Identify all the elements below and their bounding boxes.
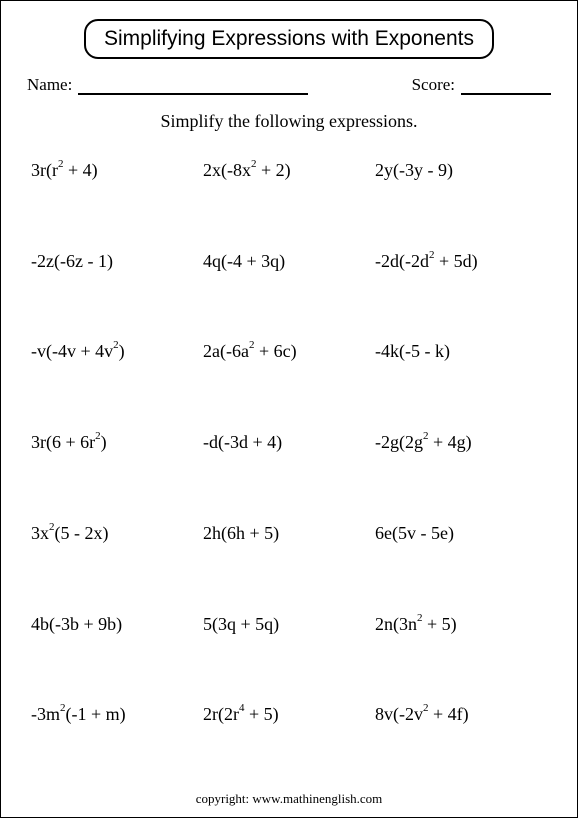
expression: 2n(3n2 + 5) xyxy=(375,614,457,635)
name-field: Name: xyxy=(27,75,308,95)
problem-cell: -2d(-2d2 + 5d) xyxy=(375,243,547,334)
expression: 2h(6h + 5) xyxy=(203,523,279,544)
expression: 3r(r2 + 4) xyxy=(31,160,98,181)
problem-cell: 5(3q + 5q) xyxy=(203,606,375,697)
expression: -2g(2g2 + 4g) xyxy=(375,432,472,453)
problem-cell: 2a(-6a2 + 6c) xyxy=(203,333,375,424)
problem-cell: 6e(5v - 5e) xyxy=(375,515,547,606)
problem-cell: -v(-4v + 4v2) xyxy=(31,333,203,424)
problem-cell: 2y(-3y - 9) xyxy=(375,152,547,243)
expression: 2x(-8x2 + 2) xyxy=(203,160,291,181)
score-field: Score: xyxy=(412,75,551,95)
problem-cell: -d(-3d + 4) xyxy=(203,424,375,515)
worksheet-page: Simplifying Expressions with Exponents N… xyxy=(0,0,578,818)
problem-cell: 3r(r2 + 4) xyxy=(31,152,203,243)
expression: 4b(-3b + 9b) xyxy=(31,614,122,635)
expression: 2r(2r4 + 5) xyxy=(203,704,279,725)
problem-cell: 4b(-3b + 9b) xyxy=(31,606,203,697)
problem-cell: -2z(-6z - 1) xyxy=(31,243,203,334)
expression: 3x2(5 - 2x) xyxy=(31,523,108,544)
expression: 8v(-2v2 + 4f) xyxy=(375,704,469,725)
name-label: Name: xyxy=(27,75,72,95)
copyright-text: copyright: www.mathinenglish.com xyxy=(25,787,553,807)
worksheet-title: Simplifying Expressions with Exponents xyxy=(104,27,474,50)
expression: -3m2(-1 + m) xyxy=(31,704,126,725)
expression: 6e(5v - 5e) xyxy=(375,523,454,544)
problem-cell: -2g(2g2 + 4g) xyxy=(375,424,547,515)
expression: -4k(-5 - k) xyxy=(375,341,450,362)
expression: 2a(-6a2 + 6c) xyxy=(203,341,297,362)
problem-cell: -4k(-5 - k) xyxy=(375,333,547,424)
problem-cell: -3m2(-1 + m) xyxy=(31,696,203,787)
instruction-text: Simplify the following expressions. xyxy=(25,111,553,132)
expression: 5(3q + 5q) xyxy=(203,614,279,635)
expression: -2d(-2d2 + 5d) xyxy=(375,251,478,272)
problem-cell: 4q(-4 + 3q) xyxy=(203,243,375,334)
title-box: Simplifying Expressions with Exponents xyxy=(84,19,494,59)
expression: 4q(-4 + 3q) xyxy=(203,251,285,272)
problem-grid: 3r(r2 + 4) 2x(-8x2 + 2) 2y(-3y - 9) -2z(-6z… xyxy=(25,152,553,787)
name-blank[interactable] xyxy=(78,76,308,95)
problem-cell: 8v(-2v2 + 4f) xyxy=(375,696,547,787)
expression: 3r(6 + 6r2) xyxy=(31,432,107,453)
expression: 2y(-3y - 9) xyxy=(375,160,453,181)
problem-cell: 3x2(5 - 2x) xyxy=(31,515,203,606)
expression: -2z(-6z - 1) xyxy=(31,251,113,272)
info-row: Name: Score: xyxy=(25,75,553,95)
expression: -v(-4v + 4v2) xyxy=(31,341,125,362)
score-label: Score: xyxy=(412,75,455,95)
expression: -d(-3d + 4) xyxy=(203,432,282,453)
problem-cell: 2r(2r4 + 5) xyxy=(203,696,375,787)
problem-cell: 2n(3n2 + 5) xyxy=(375,606,547,697)
problem-cell: 2h(6h + 5) xyxy=(203,515,375,606)
problem-cell: 2x(-8x2 + 2) xyxy=(203,152,375,243)
problem-cell: 3r(6 + 6r2) xyxy=(31,424,203,515)
score-blank[interactable] xyxy=(461,76,551,95)
